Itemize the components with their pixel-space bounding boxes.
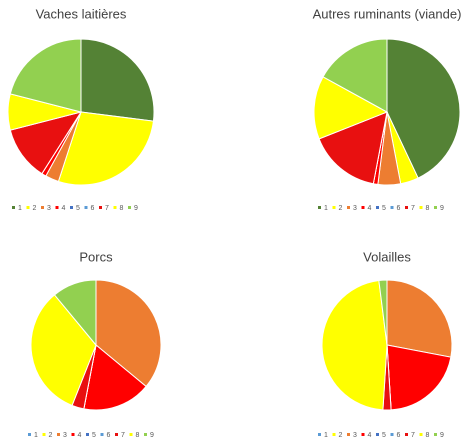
legend-label: 8 (120, 205, 124, 212)
legend-label: 5 (76, 205, 80, 212)
legend-swatch (434, 206, 437, 209)
legend-swatch (42, 433, 46, 436)
legend-label: 4 (62, 205, 66, 212)
legend-swatch (419, 206, 423, 209)
legend-label: 3 (353, 432, 357, 439)
legend-swatch (347, 206, 350, 209)
legend-label: 6 (397, 205, 401, 212)
legend-label: 1 (18, 205, 22, 212)
legend-swatch (86, 433, 89, 436)
legend-label: 6 (107, 432, 111, 439)
legend-label: 6 (91, 205, 95, 212)
legend-swatch (129, 433, 133, 436)
legend-label: 5 (382, 205, 386, 212)
pie-slice (321, 279, 388, 411)
pie-slice (318, 111, 388, 185)
legend-label: 6 (397, 432, 401, 439)
legend-swatch (390, 433, 394, 436)
legend-swatch (390, 206, 394, 209)
pie-slice (378, 279, 388, 346)
legend-label: 3 (63, 432, 67, 439)
legend-label: 2 (339, 205, 343, 212)
legend-swatch (57, 433, 60, 436)
legend-swatch (115, 433, 118, 436)
legend-swatch (434, 433, 437, 436)
legend-label: 4 (78, 432, 82, 439)
legend-swatch (361, 433, 365, 436)
pie-slice (83, 344, 147, 411)
pie-slice (386, 279, 453, 358)
pie-slice (57, 111, 154, 186)
legend-label: 5 (382, 432, 386, 439)
legend-label: 3 (353, 205, 357, 212)
legend-swatch (71, 433, 75, 436)
chart-title: Autres ruminants (viande) (313, 6, 462, 21)
legend-swatch (318, 433, 321, 436)
legend-label: 7 (121, 432, 125, 439)
pie-slice (53, 279, 97, 347)
legend-label: 9 (134, 205, 138, 212)
legend-label: 7 (411, 432, 415, 439)
pie-slice (322, 38, 388, 113)
legend-label: 1 (324, 432, 328, 439)
legend-swatch (405, 206, 408, 209)
legend-swatch (347, 433, 350, 436)
chart-title: Volailles (363, 249, 411, 264)
pie-slice (386, 344, 452, 411)
pie-slice (9, 38, 82, 113)
legend-label: 8 (426, 205, 430, 212)
legend-label: 3 (47, 205, 51, 212)
legend-swatch (28, 433, 31, 436)
legend-swatch (55, 206, 59, 209)
chart-title: Porcs (79, 249, 113, 264)
legend-swatch (99, 206, 102, 209)
legend-label: 2 (49, 432, 53, 439)
legend-label: 9 (440, 205, 444, 212)
legend-label: 7 (105, 205, 109, 212)
legend-label: 7 (411, 205, 415, 212)
legend-label: 8 (426, 432, 430, 439)
legend-swatch (128, 206, 131, 209)
pie-slice (95, 279, 162, 388)
legend-swatch (405, 433, 408, 436)
pie-slice (80, 38, 155, 122)
pie-slice (30, 294, 97, 407)
legend-swatch (26, 206, 30, 209)
legend-swatch (332, 433, 336, 436)
legend-label: 9 (440, 432, 444, 439)
legend-swatch (12, 206, 15, 209)
legend-swatch (100, 433, 104, 436)
legend-swatch (84, 206, 88, 209)
legend-swatch (70, 206, 73, 209)
chart-title: Vaches laitières (36, 6, 127, 21)
legend-label: 9 (150, 432, 154, 439)
legend-swatch (419, 433, 423, 436)
pie-slice (313, 76, 389, 140)
legend-label: 8 (136, 432, 140, 439)
legend-swatch (361, 206, 365, 209)
legend-label: 2 (33, 205, 37, 212)
legend-swatch (376, 206, 379, 209)
legend-label: 1 (34, 432, 38, 439)
legend-label: 1 (324, 205, 328, 212)
legend-swatch (318, 206, 321, 209)
legend-swatch (144, 433, 147, 436)
legend-label: 5 (92, 432, 96, 439)
legend-label: 4 (368, 432, 372, 439)
legend-swatch (376, 433, 379, 436)
legend-swatch (41, 206, 44, 209)
legend-label: 4 (368, 205, 372, 212)
legend-label: 2 (339, 432, 343, 439)
legend-swatch (332, 206, 336, 209)
legend-swatch (113, 206, 117, 209)
pie-slice (386, 38, 461, 179)
